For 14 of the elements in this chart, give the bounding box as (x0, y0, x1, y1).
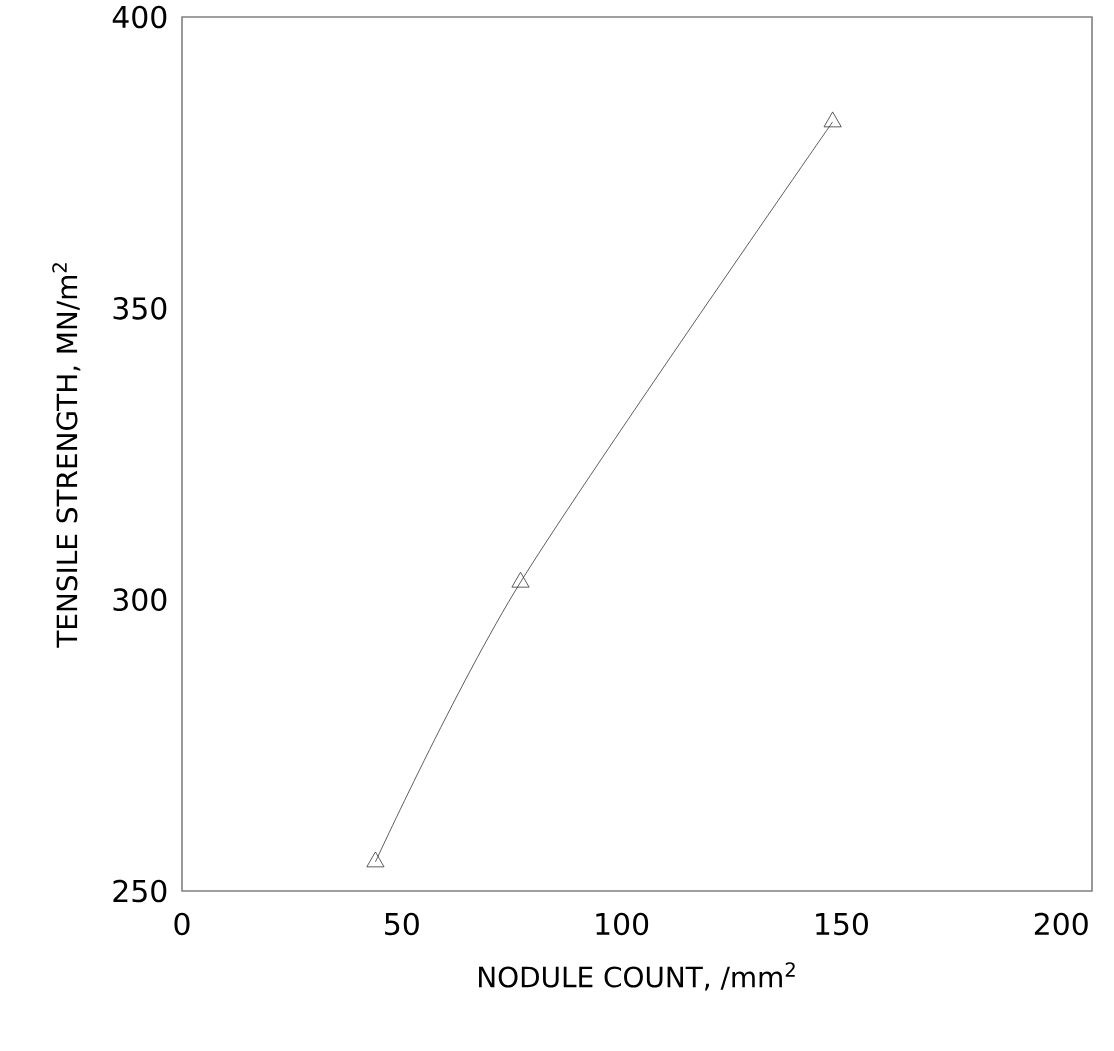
y-tick-label: 350 (113, 297, 167, 320)
x-axis-title: NODULE COUNT, /mm$^{2}$ (479, 962, 795, 991)
y-tick-label: 400 (112, 5, 167, 29)
y-axis-title: TENSILE STRENGTH, MN/m$^{2}$ (52, 263, 81, 648)
point (366, 851, 385, 868)
point (511, 571, 530, 588)
x-tick-label: 100 (596, 912, 649, 936)
x-tick-label: 50 (385, 912, 419, 936)
x-tick-label: 0 (174, 912, 190, 936)
x-tick-label: 150 (816, 912, 868, 936)
x-tick-label: 200 (1034, 912, 1088, 936)
point (823, 111, 842, 128)
y-tick-label: 250 (113, 879, 167, 903)
y-tick-label: 300 (113, 588, 167, 611)
